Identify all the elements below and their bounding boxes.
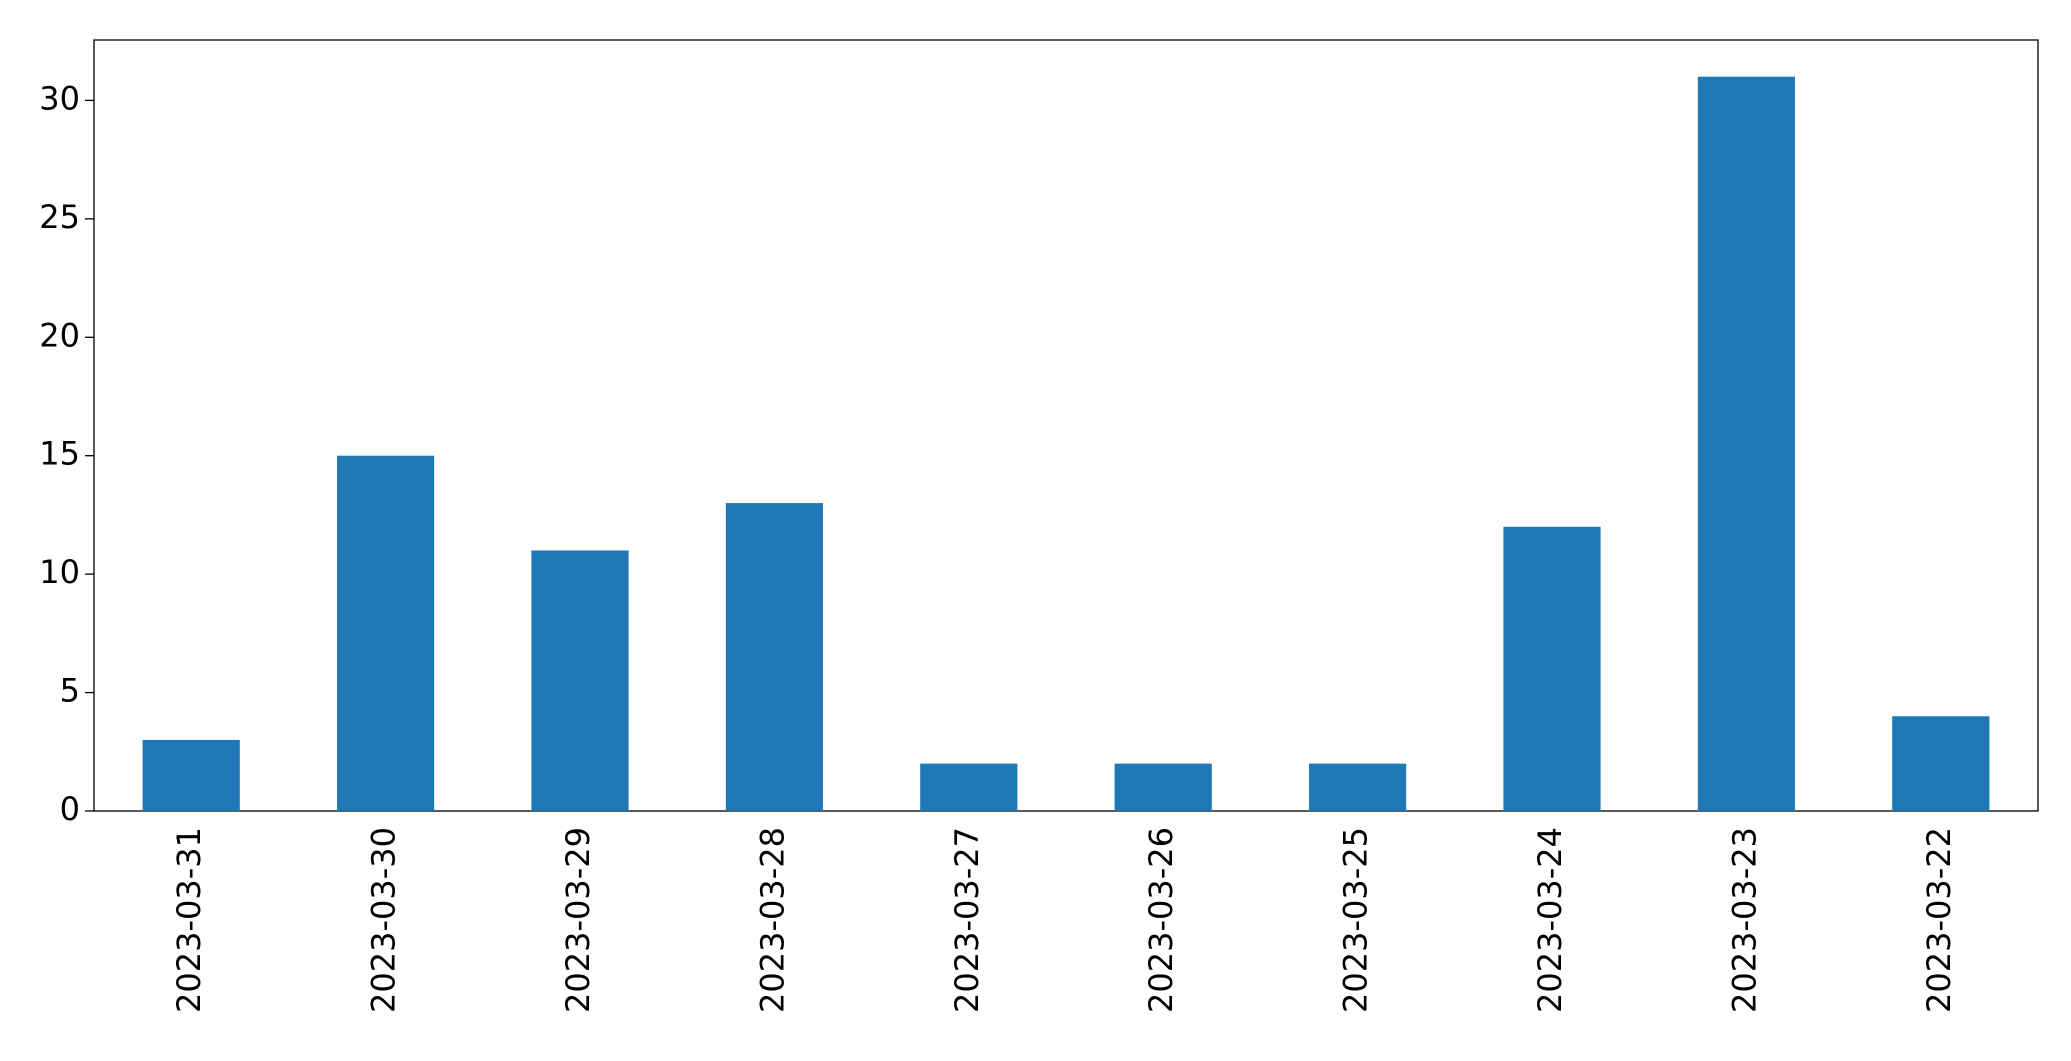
y-tick-label: 25: [39, 198, 80, 236]
x-tick-label: 2023-03-22: [1920, 827, 1958, 1013]
y-tick-label: 15: [39, 435, 80, 473]
y-tick-label: 30: [39, 79, 80, 117]
x-tick-label: 2023-03-27: [948, 827, 986, 1013]
bar: [337, 455, 435, 811]
x-tick-label: 2023-03-24: [1531, 827, 1569, 1013]
x-tick-label: 2023-03-28: [753, 827, 791, 1013]
x-tick-label: 2023-03-30: [365, 827, 403, 1013]
bar: [531, 550, 629, 811]
y-tick-label: 10: [39, 553, 80, 591]
bar: [725, 503, 823, 811]
y-tick-label: 5: [60, 672, 80, 710]
x-tick-label: 2023-03-25: [1337, 827, 1375, 1013]
bar: [1892, 716, 1990, 811]
bar: [920, 763, 1018, 811]
y-tick-label: 20: [39, 316, 80, 354]
x-tick-label: 2023-03-23: [1725, 827, 1763, 1013]
x-tick-label: 2023-03-31: [170, 827, 208, 1013]
x-tick-label: 2023-03-26: [1142, 827, 1180, 1013]
bar: [142, 739, 240, 811]
x-tick-label: 2023-03-29: [559, 827, 597, 1013]
y-tick-label: 0: [60, 790, 80, 828]
bar: [1503, 526, 1601, 811]
bar: [1114, 763, 1212, 811]
bar: [1309, 763, 1407, 811]
plot-frame: [93, 39, 2039, 812]
bar: [1697, 76, 1795, 811]
